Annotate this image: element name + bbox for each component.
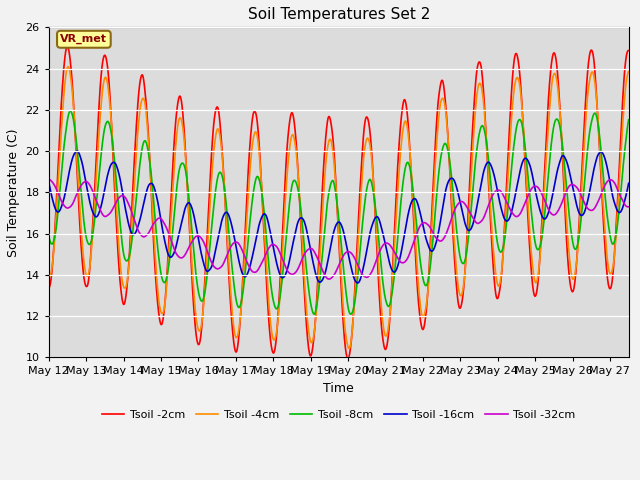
Tsoil -8cm: [625, 117, 632, 122]
Line: Tsoil -32cm: Tsoil -32cm: [49, 180, 628, 279]
Tsoil -8cm: [292, 180, 300, 186]
Tsoil -4cm: [146, 155, 154, 160]
Tsoil -2cm: [63, 44, 71, 49]
Tsoil -16cm: [74, 148, 81, 154]
Tsoil -32cm: [145, 229, 153, 235]
Tsoil -16cm: [551, 179, 559, 185]
Tsoil -2cm: [551, 52, 559, 58]
Tsoil -2cm: [146, 151, 154, 157]
Tsoil -32cm: [45, 177, 52, 182]
Text: VR_met: VR_met: [60, 34, 108, 44]
Tsoil -4cm: [64, 64, 72, 70]
Tsoil -16cm: [45, 180, 52, 185]
Tsoil -2cm: [625, 48, 632, 53]
Tsoil -8cm: [614, 221, 621, 227]
Tsoil -8cm: [551, 118, 559, 124]
Tsoil -32cm: [614, 186, 621, 192]
Tsoil -2cm: [292, 144, 300, 149]
Tsoil -8cm: [310, 312, 318, 317]
Tsoil -16cm: [146, 181, 154, 187]
Tsoil -2cm: [111, 196, 119, 202]
Tsoil -4cm: [551, 71, 559, 77]
Tsoil -8cm: [67, 108, 74, 114]
Tsoil -2cm: [344, 356, 352, 362]
Tsoil -4cm: [268, 326, 275, 332]
Line: Tsoil -8cm: Tsoil -8cm: [49, 111, 628, 314]
Tsoil -16cm: [292, 225, 300, 230]
Tsoil -4cm: [111, 180, 119, 185]
Title: Soil Temperatures Set 2: Soil Temperatures Set 2: [248, 7, 430, 22]
Tsoil -32cm: [292, 269, 300, 275]
Y-axis label: Soil Temperature (C): Soil Temperature (C): [7, 128, 20, 257]
Tsoil -8cm: [111, 165, 119, 170]
X-axis label: Time: Time: [323, 382, 354, 395]
Tsoil -32cm: [325, 276, 333, 282]
Tsoil -32cm: [111, 202, 119, 207]
Tsoil -4cm: [614, 208, 621, 214]
Tsoil -8cm: [45, 233, 52, 239]
Line: Tsoil -4cm: Tsoil -4cm: [49, 67, 628, 348]
Tsoil -2cm: [268, 343, 275, 349]
Line: Tsoil -16cm: Tsoil -16cm: [49, 151, 628, 283]
Tsoil -2cm: [45, 285, 52, 291]
Tsoil -32cm: [268, 242, 275, 248]
Legend: Tsoil -2cm, Tsoil -4cm, Tsoil -8cm, Tsoil -16cm, Tsoil -32cm: Tsoil -2cm, Tsoil -4cm, Tsoil -8cm, Tsoi…: [97, 406, 580, 425]
Tsoil -16cm: [625, 180, 632, 186]
Tsoil -16cm: [614, 208, 621, 214]
Tsoil -4cm: [345, 346, 353, 351]
Tsoil -32cm: [551, 212, 559, 217]
Tsoil -4cm: [45, 274, 52, 279]
Tsoil -4cm: [625, 69, 632, 74]
Tsoil -16cm: [268, 234, 275, 240]
Tsoil -2cm: [614, 197, 621, 203]
Line: Tsoil -2cm: Tsoil -2cm: [49, 47, 628, 359]
Tsoil -16cm: [111, 160, 119, 166]
Tsoil -16cm: [354, 280, 362, 286]
Tsoil -8cm: [268, 286, 275, 291]
Tsoil -8cm: [146, 157, 154, 163]
Tsoil -32cm: [625, 204, 632, 210]
Tsoil -4cm: [292, 152, 300, 157]
